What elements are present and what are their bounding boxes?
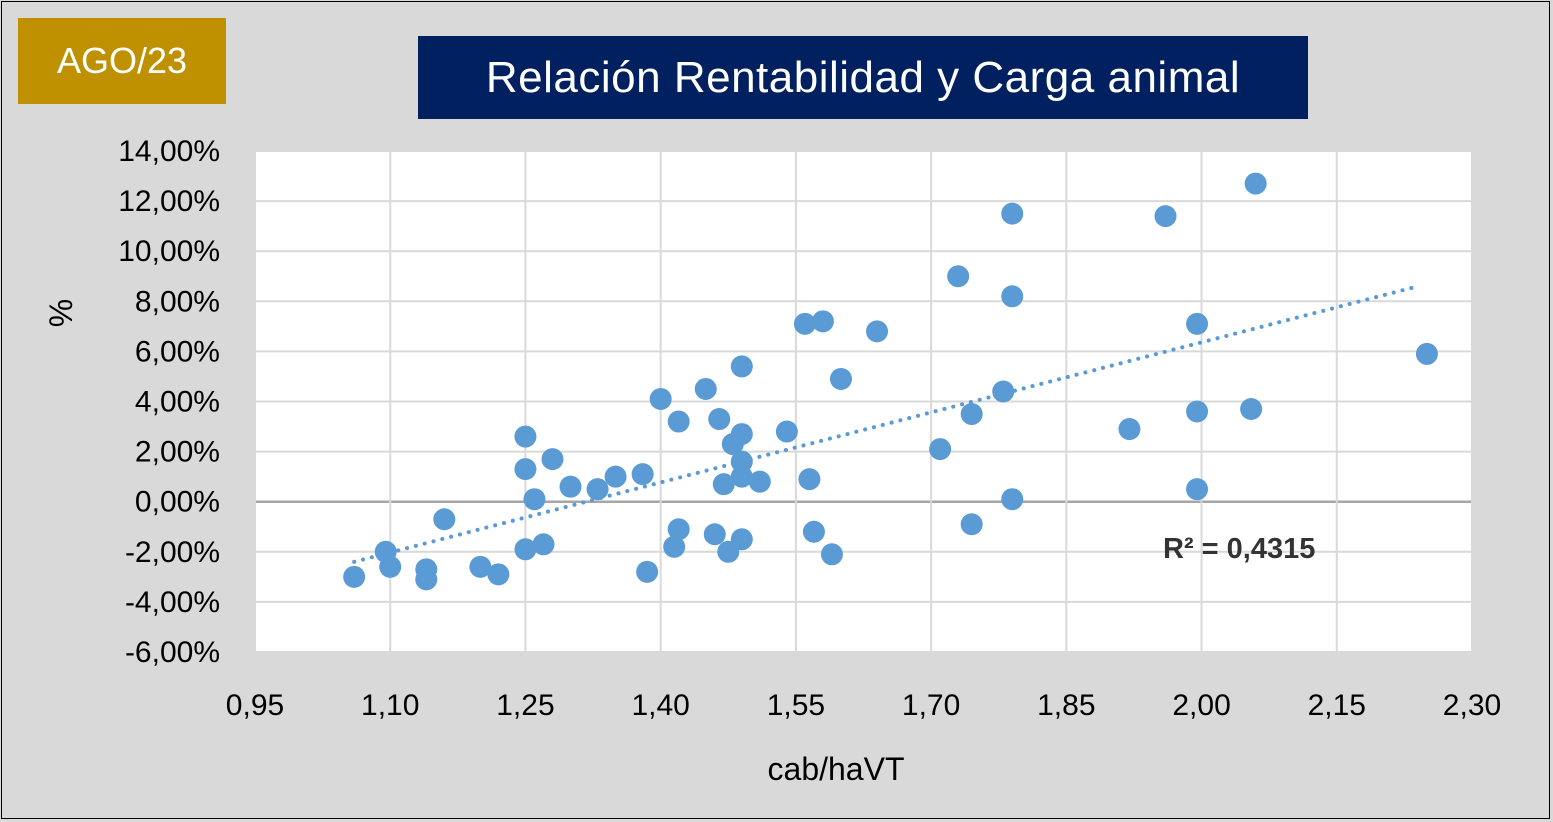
data-point	[1154, 205, 1177, 228]
data-point	[469, 555, 492, 578]
data-point	[866, 320, 889, 343]
data-point	[811, 310, 834, 333]
data-point	[559, 475, 582, 498]
x-tick-label: 1,85	[1037, 689, 1095, 722]
data-point	[1001, 285, 1024, 308]
y-tick-label: 0,00%	[135, 486, 220, 519]
data-point	[793, 312, 816, 335]
data-point	[649, 387, 672, 410]
data-point	[730, 528, 753, 551]
x-tick-label: 1,70	[902, 689, 960, 722]
data-point	[748, 470, 771, 493]
data-point	[829, 367, 852, 390]
data-points	[343, 172, 1438, 591]
data-point	[1415, 342, 1438, 365]
data-point	[415, 568, 438, 591]
x-tick-label: 1,25	[496, 689, 554, 722]
data-point	[730, 423, 753, 446]
data-point	[487, 563, 510, 586]
y-tick-label: 12,00%	[118, 185, 220, 218]
data-point	[631, 463, 654, 486]
data-point	[929, 438, 952, 461]
data-point	[586, 478, 609, 501]
data-point	[730, 355, 753, 378]
data-point	[667, 518, 690, 541]
data-point	[636, 560, 659, 583]
data-point	[1240, 398, 1263, 421]
data-point	[694, 377, 717, 400]
x-tick-label: 2,30	[1443, 689, 1501, 722]
data-point	[1118, 418, 1141, 441]
y-tick-label: -6,00%	[125, 636, 220, 669]
y-tick-label: 6,00%	[135, 335, 220, 368]
data-point	[703, 523, 726, 546]
period-badge: AGO/23	[18, 18, 226, 104]
data-point	[663, 535, 686, 558]
data-point	[1001, 202, 1024, 225]
data-point	[798, 468, 821, 491]
y-tick-label: 4,00%	[135, 386, 220, 419]
data-point	[374, 540, 397, 563]
x-tick-label: 0,95	[226, 689, 284, 722]
data-point	[712, 473, 735, 496]
data-point	[960, 513, 983, 536]
x-tick-label: 1,10	[361, 689, 419, 722]
data-point	[343, 565, 366, 588]
data-point	[541, 448, 564, 471]
y-tick-labels: 14,00% 12,00% 10,00% 8,00% 6,00% 4,00% 2,00% 0,…	[118, 135, 220, 669]
data-point	[1186, 478, 1209, 501]
y-tick-label: 10,00%	[118, 235, 220, 268]
data-point	[708, 408, 731, 431]
y-tick-label: -4,00%	[125, 586, 220, 619]
x-tick-labels: 0,95 1,10 1,25 1,40 1,55 1,70 1,85 2,00 2,15 2,30	[226, 689, 1501, 722]
data-point	[514, 425, 537, 448]
data-point	[730, 450, 753, 473]
y-axis-title: %	[43, 299, 79, 327]
data-point	[960, 403, 983, 426]
data-point	[820, 543, 843, 566]
data-point	[947, 265, 970, 288]
trendline-path	[352, 284, 1420, 564]
y-tick-label: 2,00%	[135, 436, 220, 469]
data-point	[992, 380, 1015, 403]
chart-title: Relación Rentabilidad y Carga animal	[418, 36, 1308, 119]
r-squared-label: R² = 0,4315	[1163, 533, 1315, 565]
data-point	[1001, 488, 1024, 511]
x-axis-title: cab/haVT	[768, 751, 905, 787]
data-point	[514, 538, 537, 561]
data-point	[1186, 400, 1209, 423]
data-point	[532, 533, 555, 556]
data-point	[514, 458, 537, 481]
grid-lines	[254, 150, 1473, 653]
data-point	[730, 465, 753, 488]
data-point	[1186, 312, 1209, 335]
x-tick-label: 1,55	[767, 689, 825, 722]
y-tick-label: -2,00%	[125, 536, 220, 569]
y-tick-label: 8,00%	[135, 285, 220, 318]
x-tick-label: 2,15	[1308, 689, 1366, 722]
trendline	[352, 284, 1420, 564]
x-tick-label: 1,40	[631, 689, 689, 722]
data-point	[433, 508, 456, 531]
y-tick-label: 14,00%	[118, 135, 220, 168]
data-point	[604, 465, 627, 488]
data-point	[523, 488, 546, 511]
data-point	[1244, 172, 1267, 195]
x-tick-label: 2,00	[1172, 689, 1230, 722]
data-point	[667, 410, 690, 433]
data-point	[775, 420, 798, 443]
data-point	[802, 520, 825, 543]
